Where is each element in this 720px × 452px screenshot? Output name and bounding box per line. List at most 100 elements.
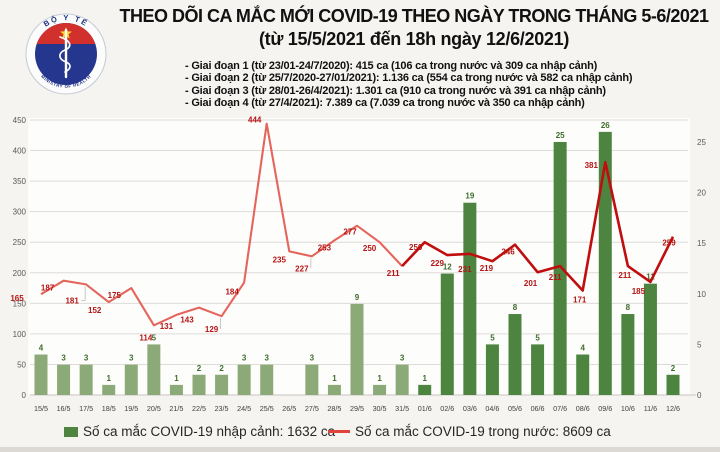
line-value-label: 381 [585, 161, 599, 170]
bar-value-label: 2 [671, 364, 676, 373]
line-value-label: 187 [41, 284, 55, 293]
phase-summary: - Giai đoạn 1 (từ 23/01-24/7/2020): 415 … [185, 60, 633, 110]
bar-value-label: 1 [422, 374, 427, 383]
bar-value-label: 26 [601, 121, 610, 130]
line-value-label: 211 [387, 269, 400, 278]
x-axis-label: 25/5 [260, 404, 274, 413]
domestic-cases-line-may [40, 122, 403, 327]
imported-cases-bar [553, 142, 567, 395]
line-value-label: 246 [501, 248, 515, 257]
bar-value-label: 5 [490, 333, 495, 342]
line-value-label: 231 [458, 265, 472, 274]
imported-cases-bar [666, 374, 680, 395]
x-axis-label: 15/5 [34, 404, 48, 413]
legend-domestic: Số ca mắc COVID-19 trong nước: 8609 ca [328, 424, 611, 439]
bar-value-label: 3 [129, 354, 134, 363]
x-axis-label: 12/6 [666, 404, 680, 413]
bar-value-label: 2 [219, 364, 224, 373]
imported-cases-bar [418, 384, 432, 395]
imported-cases-bar [485, 344, 499, 395]
left-axis-tick: 150 [13, 299, 27, 308]
line-value-label: 227 [295, 264, 309, 273]
imported-cases-bar [169, 384, 183, 395]
imported-cases-bar [350, 303, 364, 395]
bar-value-label: 19 [465, 192, 474, 201]
chart-legend: Số ca mắc COVID-19 nhập cảnh: 1632 ca Số… [0, 424, 720, 444]
bar-value-label: 3 [84, 354, 89, 363]
imported-cases-bar [102, 384, 116, 395]
x-axis-label: 09/6 [598, 404, 612, 413]
x-axis-label: 20/5 [147, 404, 161, 413]
line-value-label: 175 [108, 291, 122, 300]
imported-cases-bar [508, 314, 522, 395]
bar-value-label: 9 [355, 293, 360, 302]
bottom-strip [0, 447, 720, 452]
bar-value-label: 12 [443, 263, 452, 272]
left-axis-tick: 400 [13, 147, 27, 156]
line-value-label: 219 [480, 264, 494, 273]
ministry-of-health-logo: BỘ Y TẾ MINISTRY OF HEALTH [25, 13, 107, 95]
bar-value-label: 1 [174, 374, 179, 383]
bar-value-label: 8 [626, 303, 631, 312]
bar-value-label: 1 [106, 374, 111, 383]
left-axis-tick: 450 [13, 116, 27, 125]
imported-cases-bar [192, 374, 206, 395]
bar-value-label: 4 [580, 344, 585, 353]
imported-cases-bar [79, 364, 93, 395]
x-axis-label: 10/6 [621, 404, 635, 413]
bar-value-label: 4 [39, 344, 44, 353]
imported-cases-bar [34, 354, 48, 395]
x-axis-label: 24/5 [237, 404, 251, 413]
right-axis-tick: 0 [697, 391, 702, 400]
domestic-cases-line-june [401, 160, 675, 292]
bar-value-label: 3 [242, 354, 247, 363]
x-axis-label: 28/5 [327, 404, 341, 413]
line-value-label: 201 [524, 279, 538, 288]
left-axis-tick: 100 [13, 330, 27, 339]
line-value-label: 250 [409, 243, 423, 252]
page-title: THEO DÕI CA MẮC MỚI COVID-19 THEO NGÀY T… [119, 6, 709, 26]
line-value-label: 444 [248, 116, 262, 125]
x-axis-label: 16/5 [57, 404, 71, 413]
line-value-label: 181 [65, 296, 79, 305]
bar-value-label: 1 [332, 374, 337, 383]
imported-cases-bar [440, 273, 454, 395]
domestic-legend-dash [328, 430, 350, 433]
x-axis-label: 07/6 [553, 404, 567, 413]
x-axis-label: 30/5 [373, 404, 387, 413]
line-value-label: 229 [431, 259, 445, 268]
line-value-label: 250 [363, 244, 377, 253]
imported-cases-bar [124, 364, 138, 395]
x-axis-label: 29/5 [350, 404, 364, 413]
imported-cases-bar [373, 384, 387, 395]
line-value-label: 211 [618, 271, 631, 280]
line-value-label: 259 [662, 239, 676, 248]
line-value-label: 143 [180, 316, 194, 325]
imported-cases-bar [598, 131, 612, 395]
left-axis-tick: 250 [13, 238, 27, 247]
imported-legend-label: Số ca mắc COVID-19 nhập cảnh: 1632 ca [83, 424, 336, 439]
right-axis-tick: 20 [697, 189, 706, 198]
header: THEO DÕI CA MẮC MỚI COVID-19 THEO NGÀY T… [110, 6, 718, 50]
right-axis-tick: 25 [697, 138, 706, 147]
bar-value-label: 2 [197, 364, 202, 373]
domestic-legend-label: Số ca mắc COVID-19 trong nước: 8609 ca [355, 424, 611, 439]
line-value-label: 184 [225, 288, 239, 297]
x-axis-label: 01/6 [418, 404, 432, 413]
imported-cases-bar [463, 202, 477, 395]
legend-imported: Số ca mắc COVID-19 nhập cảnh: 1632 ca [64, 424, 335, 439]
imported-cases-bar [327, 384, 341, 395]
phase-4-line: - Giai đoạn 4 (từ 27/4/2021): 7.389 ca (… [185, 97, 585, 110]
bar-value-label: 25 [556, 131, 565, 140]
imported-cases-bar [260, 364, 274, 395]
bar-value-label: 3 [310, 354, 315, 363]
bar-value-label: 5 [535, 333, 540, 342]
imported-cases-bar [305, 364, 319, 395]
left-axis-tick: 200 [13, 269, 27, 278]
imported-cases-bar [531, 344, 545, 395]
x-axis-label: 11/6 [644, 404, 657, 413]
bar-value-label: 3 [400, 354, 405, 363]
x-axis-label: 03/6 [463, 404, 477, 413]
